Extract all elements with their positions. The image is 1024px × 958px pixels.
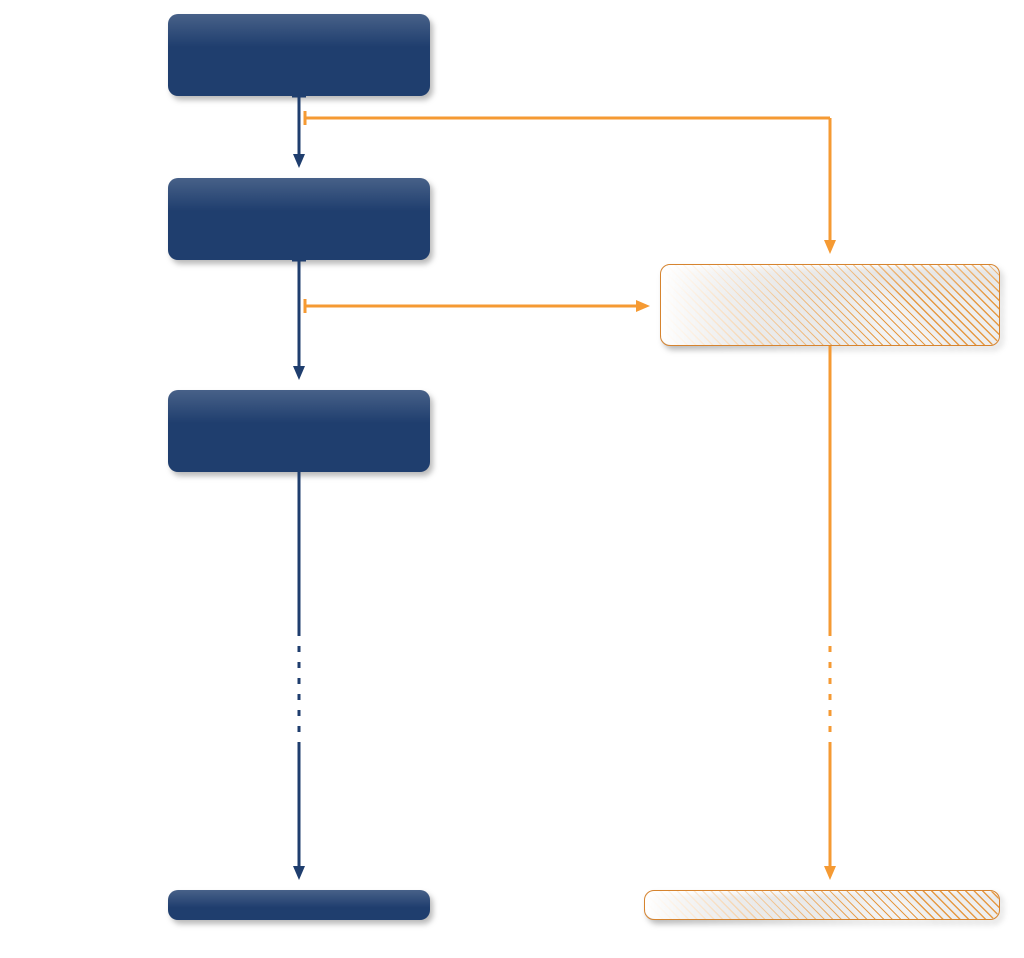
flow-node-1	[168, 14, 430, 96]
flow-node-6	[644, 890, 1000, 920]
flow-node-4	[168, 890, 430, 920]
flow-node-2	[168, 178, 430, 260]
flow-edges	[0, 0, 1024, 958]
flow-node-3	[168, 390, 430, 472]
flowchart-canvas: { "type": "flowchart", "canvas": { "widt…	[0, 0, 1024, 958]
flow-node-5	[660, 264, 1000, 346]
